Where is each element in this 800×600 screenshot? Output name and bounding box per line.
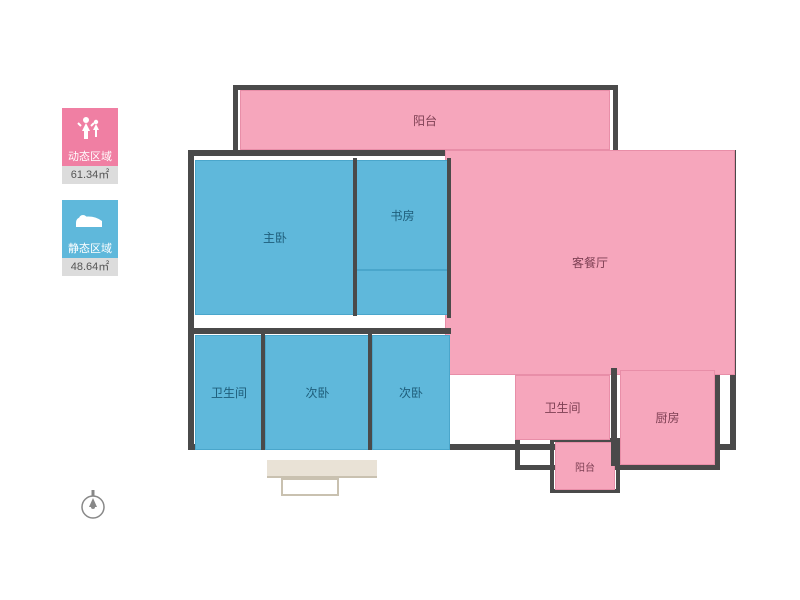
legend-dynamic-label: 动态区域 <box>62 148 118 166</box>
sleep-icon <box>62 200 118 240</box>
deck-strip <box>267 460 377 478</box>
wall-interior <box>611 368 617 466</box>
room-area <box>355 270 450 315</box>
room-厨房: 厨房 <box>620 370 715 465</box>
room-书房: 书房 <box>355 160 450 270</box>
deck-step <box>281 478 339 496</box>
room-label: 卫生间 <box>544 399 580 416</box>
room-卫生间: 卫生间 <box>515 375 610 440</box>
compass-icon <box>76 488 110 522</box>
room-label: 厨房 <box>655 409 679 426</box>
room-阳台: 阳台 <box>240 90 610 150</box>
legend-static-value: 48.64㎡ <box>62 258 118 276</box>
wall-interior <box>368 334 372 450</box>
room-label: 阳台 <box>413 112 437 129</box>
legend-dynamic: 动态区域 61.34㎡ <box>62 108 118 184</box>
wall-interior <box>261 334 265 450</box>
wall-interior <box>353 158 357 316</box>
room-label: 客餐厅 <box>572 254 608 271</box>
room-主卧: 主卧 <box>195 160 355 315</box>
canvas: 动态区域 61.34㎡ 静态区域 48.64㎡ <box>0 0 800 600</box>
wall-interior <box>193 328 451 334</box>
room-label: 次卧 <box>399 384 423 401</box>
people-icon <box>62 108 118 148</box>
room-次卧: 次卧 <box>265 335 370 450</box>
room-label: 次卧 <box>305 384 329 401</box>
legend-static: 静态区域 48.64㎡ <box>62 200 118 276</box>
floorplan: 阳台客餐厅卫生间厨房阳台主卧书房卫生间次卧次卧 <box>185 90 740 505</box>
room-次卧: 次卧 <box>372 335 450 450</box>
room-卫生间: 卫生间 <box>195 335 263 450</box>
room-label: 主卧 <box>263 229 287 246</box>
wall-interior <box>447 158 451 318</box>
room-阳台: 阳台 <box>555 442 615 490</box>
room-label: 阳台 <box>575 459 595 474</box>
room-label: 书房 <box>390 207 414 224</box>
legend-static-label: 静态区域 <box>62 240 118 258</box>
legend-dynamic-value: 61.34㎡ <box>62 166 118 184</box>
room-label: 卫生间 <box>211 384 247 401</box>
room-客餐厅: 客餐厅 <box>445 150 735 375</box>
